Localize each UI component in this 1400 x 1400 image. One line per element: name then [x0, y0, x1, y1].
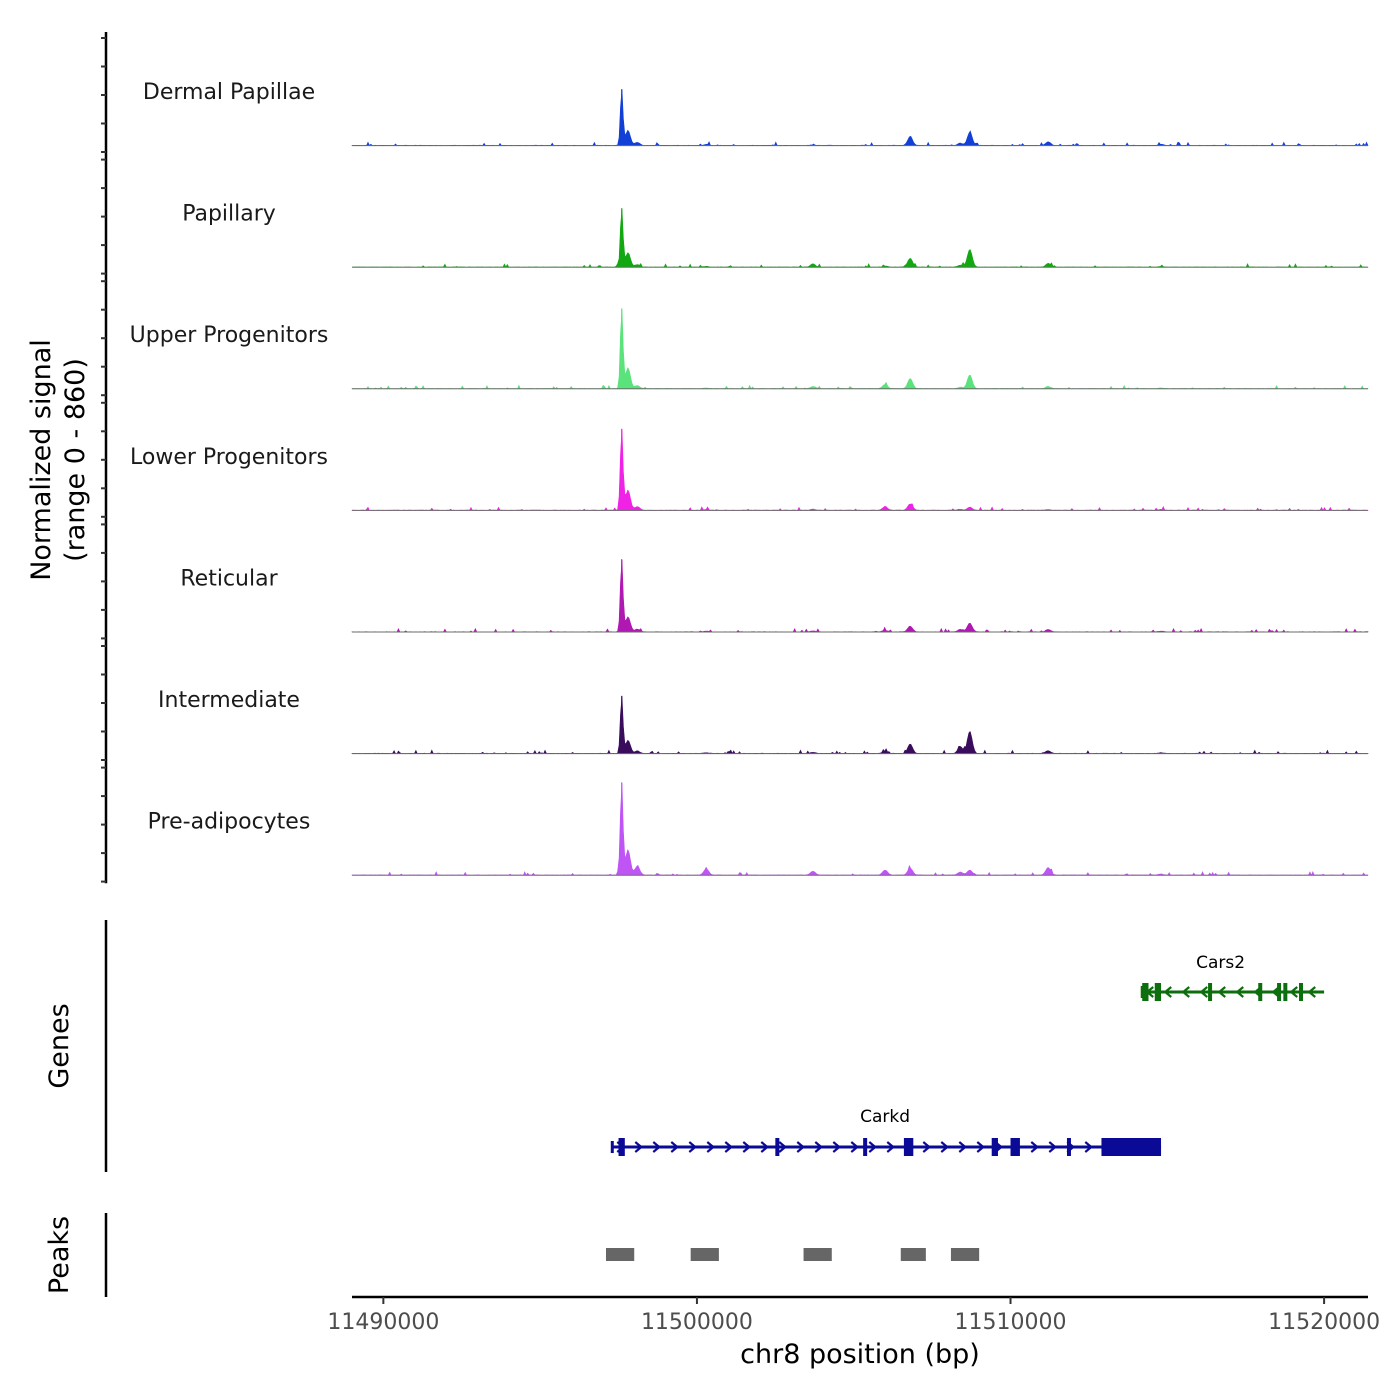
gene-exon [1154, 983, 1162, 1001]
coverage-track-area [351, 559, 1369, 633]
gene-strand-arrow [778, 1141, 787, 1153]
gene-strand-arrow [652, 1141, 661, 1153]
gene-exon [1258, 983, 1263, 1001]
coverage-track-area [351, 208, 1369, 268]
track-label: Pre-adipocytes [148, 810, 311, 835]
coverage-track-area [351, 429, 1369, 512]
coverage-track-area [351, 309, 1369, 390]
y-axis-title-line2: (range 0 - 860) [60, 358, 91, 562]
gene-strand-arrow [814, 1141, 823, 1153]
gene-strand-arrow [940, 1141, 949, 1153]
track-label: Upper Progenitors [130, 323, 329, 348]
gene-strand-arrow [1030, 1141, 1039, 1153]
coverage-track-area [351, 782, 1369, 876]
x-tick-label: 11520000 [1268, 1310, 1380, 1335]
gene-strand-arrow [724, 1141, 733, 1153]
gene-strand-arrow [958, 1141, 967, 1153]
gene-exon [775, 1138, 780, 1156]
gene-strand-arrow [1163, 986, 1172, 998]
gene-exon [1283, 983, 1288, 1001]
gene-exon [1066, 1138, 1071, 1156]
gene-exon [1142, 983, 1149, 1001]
track-label: Intermediate [158, 688, 300, 713]
gene-label: Carkd [860, 1107, 910, 1127]
gene-strand-arrow [634, 1141, 643, 1153]
x-tick-label: 11490000 [327, 1310, 439, 1335]
gene-strand-arrow [760, 1141, 769, 1153]
gene-strand-arrow [922, 1141, 931, 1153]
gene-exon [1277, 983, 1282, 1001]
gene-strand-arrow [1217, 986, 1226, 998]
x-axis-title: chr8 position (bp) [740, 1339, 980, 1370]
gene-strand-arrow [1181, 986, 1190, 998]
peak-region-bar [690, 1248, 719, 1261]
coverage-track-area [351, 89, 1369, 147]
peaks-axis-title: Peaks [44, 1216, 75, 1294]
gene-strand-arrow [670, 1141, 679, 1153]
gene-strand-arrow [868, 1141, 877, 1153]
gene-strand-arrow [976, 1141, 985, 1153]
peak-region-bar [606, 1248, 635, 1261]
gene-exon [1208, 983, 1213, 1001]
gene-strand-arrow [688, 1141, 697, 1153]
peak-region-bar [950, 1248, 980, 1261]
gene-strand-arrow [886, 1141, 895, 1153]
gene-exon [1010, 1138, 1020, 1156]
gene-strand-arrow [1199, 986, 1208, 998]
genes-axis-title: Genes [44, 1003, 75, 1088]
gene-strand-arrow [1289, 986, 1298, 998]
gene-strand-arrow [832, 1141, 841, 1153]
x-tick-label: 11500000 [641, 1310, 753, 1335]
gene-strand-arrow [742, 1141, 751, 1153]
track-label: Dermal Papillae [143, 80, 315, 105]
gene-strand-arrow [1235, 986, 1244, 998]
gene-strand-arrow [850, 1141, 859, 1153]
gene-label: Cars2 [1196, 953, 1245, 973]
track-label: Lower Progenitors [130, 445, 328, 470]
gene-exon [863, 1138, 868, 1156]
peak-region-bar [900, 1248, 926, 1261]
gene-strand-arrow [796, 1141, 805, 1153]
track-label: Reticular [180, 566, 278, 591]
y-axis-title-line1: Normalized signal [26, 339, 57, 581]
peak-region-bar [803, 1248, 832, 1261]
gene-exon [1299, 983, 1304, 1001]
gene-strand-arrow [1084, 1141, 1093, 1153]
track-label: Papillary [182, 202, 276, 227]
gene-exon [1101, 1138, 1162, 1156]
gene-strand-arrow [706, 1141, 715, 1153]
x-tick-label: 11510000 [955, 1310, 1067, 1335]
gene-strand-arrow [1307, 986, 1316, 998]
coverage-track-area [351, 696, 1369, 755]
gene-exon [618, 1138, 625, 1156]
gene-strand-arrow [1048, 1141, 1057, 1153]
gene-exon [991, 1138, 998, 1156]
gene-exon [903, 1138, 914, 1156]
